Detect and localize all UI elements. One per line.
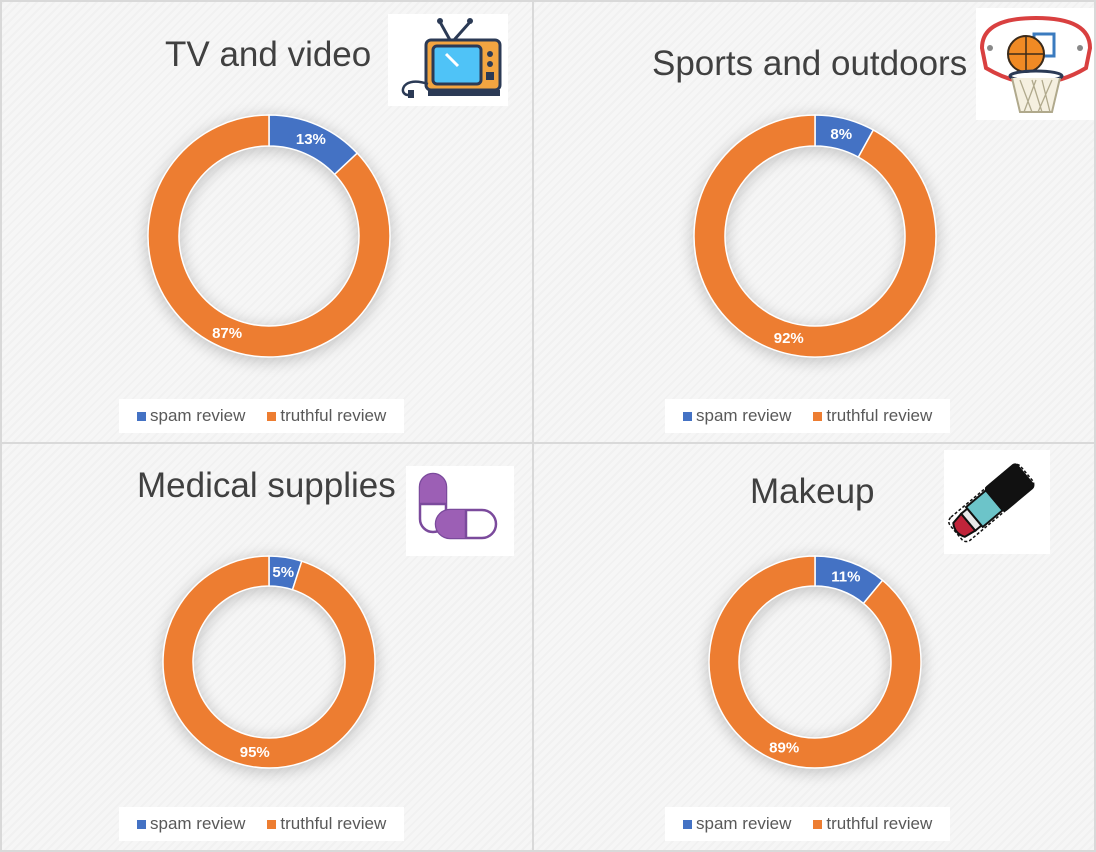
chart-title: Medical supplies <box>137 466 396 505</box>
slice-label: 92% <box>774 330 804 347</box>
legend-item-spam: spam review <box>683 406 791 426</box>
donut-slice-truthful <box>162 555 376 769</box>
donut-chart: 11% 89% <box>706 555 924 774</box>
slice-label: 13% <box>296 131 326 148</box>
legend-label: truthful review <box>280 406 387 425</box>
legend: spam review truthful review <box>119 399 405 433</box>
legend-swatch <box>813 411 823 421</box>
slice-label: 87% <box>212 325 242 342</box>
legend: spam review truthful review <box>665 399 951 433</box>
lipstick-icon <box>944 450 1050 554</box>
legend-swatch <box>683 819 692 829</box>
legend-label: truthful review <box>826 814 933 833</box>
chart-panel-makeup: Makeup 11% 89% spam review truthful revie… <box>532 442 1096 852</box>
legend-swatch <box>267 411 277 421</box>
donut-slice-truthful <box>693 114 937 358</box>
television-icon <box>388 14 508 106</box>
basketball-hoop-icon <box>976 8 1094 120</box>
legend-label: spam review <box>696 406 792 425</box>
legend: spam review truthful review <box>119 807 405 841</box>
donut-chart: 13% 87% <box>145 114 393 363</box>
legend-label: spam review <box>150 814 246 833</box>
legend-item-truthful: truthful review <box>267 814 386 834</box>
legend-swatch <box>683 411 692 421</box>
donut-chart: 5% 95% <box>160 555 378 774</box>
legend-swatch <box>813 819 823 829</box>
donut-chart: 8% 92% <box>691 114 939 363</box>
legend-label: truthful review <box>280 814 387 833</box>
chart-panel-sports-outdoors: Sports and outdoors 8% 92% spam review tr… <box>532 0 1096 444</box>
slice-label: 8% <box>830 126 852 143</box>
legend-item-truthful: truthful review <box>267 406 386 426</box>
legend-label: spam review <box>696 814 792 833</box>
chart-title: Sports and outdoors <box>652 44 968 83</box>
slice-label: 5% <box>272 564 294 581</box>
legend-label: spam review <box>150 406 246 425</box>
legend-swatch <box>137 819 146 829</box>
legend-label: truthful review <box>826 406 933 425</box>
legend: spam review truthful review <box>665 807 951 841</box>
chart-title: TV and video <box>165 35 372 74</box>
slice-label: 95% <box>240 744 270 761</box>
legend-item-spam: spam review <box>683 814 791 834</box>
chart-panel-medical-supplies: Medical supplies 5% 95% spam review truth… <box>0 442 534 852</box>
legend-item-truthful: truthful review <box>813 406 932 426</box>
legend-swatch <box>137 411 146 421</box>
chart-title: Makeup <box>750 472 875 511</box>
donut-slice-truthful <box>147 114 391 358</box>
donut-slice-truthful <box>708 555 922 769</box>
legend-swatch <box>267 819 277 829</box>
chart-panel-tv-video: TV and video 13% 87% spam review truthf <box>0 0 534 444</box>
slice-label: 89% <box>769 740 799 757</box>
pills-icon <box>406 466 514 556</box>
legend-item-spam: spam review <box>137 814 245 834</box>
legend-item-truthful: truthful review <box>813 814 932 834</box>
slice-label: 11% <box>831 568 860 585</box>
legend-item-spam: spam review <box>137 406 245 426</box>
